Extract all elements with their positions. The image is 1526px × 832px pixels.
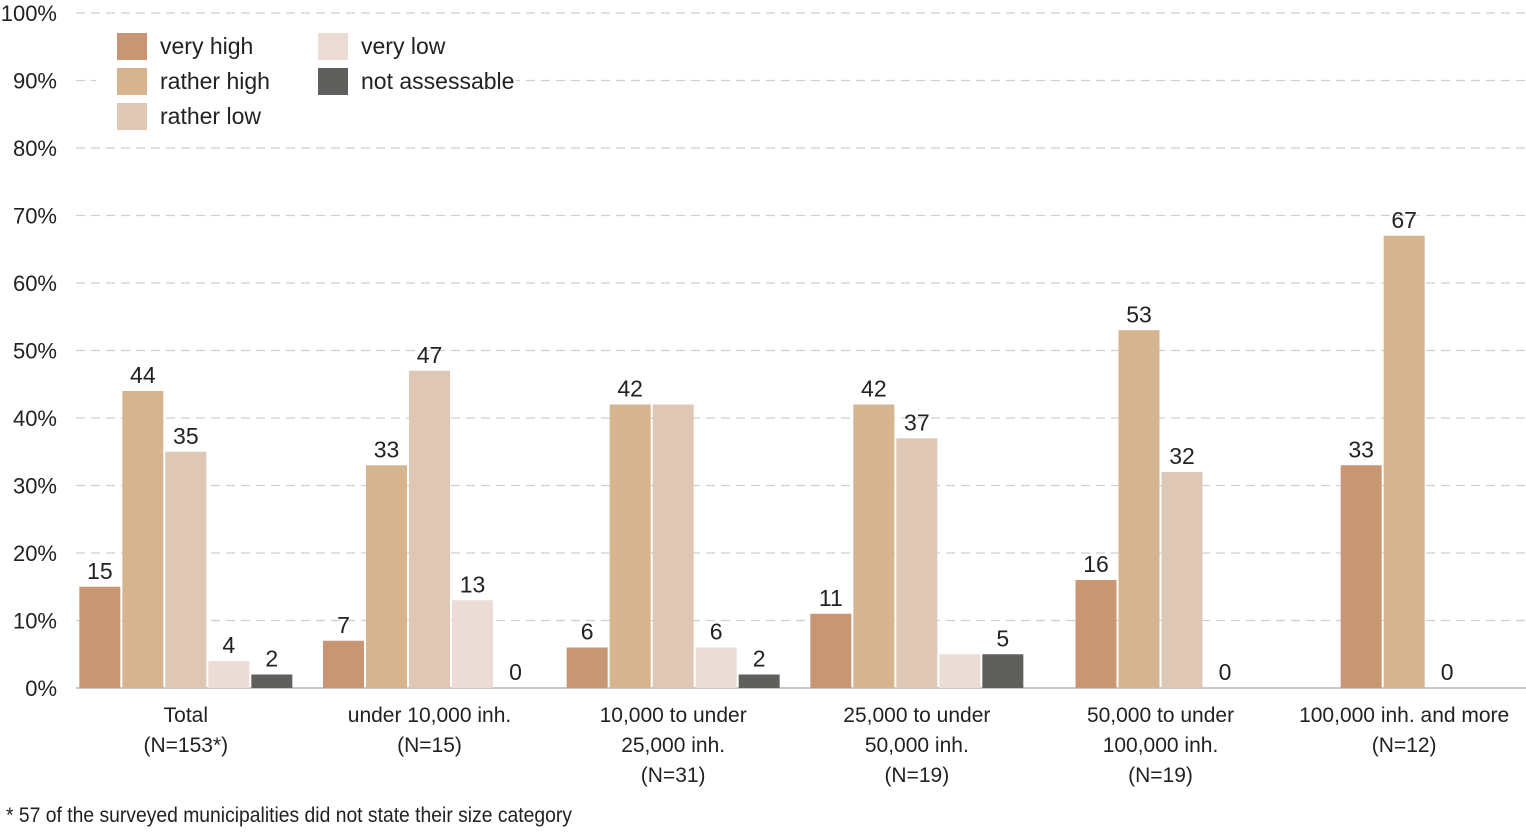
bar-rather-low-5 bbox=[1161, 472, 1203, 688]
data-label-rather-high-2: 33 bbox=[374, 436, 400, 462]
legend-background bbox=[96, 24, 516, 136]
data-label-very-high-5: 16 bbox=[1083, 551, 1109, 577]
y-tick-label: 20% bbox=[13, 541, 57, 566]
legend-label-not-assessable: not assessable bbox=[361, 68, 514, 94]
bar-very-high-1 bbox=[79, 586, 121, 688]
data-label-very-low-3: 6 bbox=[710, 619, 723, 645]
data-label-very-low-5: 0 bbox=[1219, 659, 1232, 685]
data-label-rather-high-3: 42 bbox=[617, 376, 643, 402]
legend: very high rather high rather low very low no… bbox=[96, 24, 516, 136]
legend-label-very-high: very high bbox=[160, 33, 253, 59]
data-label-rather-high-5: 53 bbox=[1126, 301, 1152, 327]
bar-very-high-2 bbox=[323, 640, 364, 688]
bar-rather-low-2 bbox=[409, 370, 450, 688]
x-axis: Total (N=153*) under 10,000 inh. (N=15) 10,0… bbox=[144, 704, 1510, 787]
data-label-very-high-3: 6 bbox=[581, 619, 594, 645]
bar-rather-high-5 bbox=[1118, 330, 1160, 688]
y-tick-label: 100% bbox=[1, 1, 57, 26]
x-category-label-4: (N=19) bbox=[884, 764, 949, 787]
data-label-rather-low-2: 47 bbox=[417, 342, 443, 368]
data-label-very-high-4: 11 bbox=[819, 585, 843, 611]
x-category-label-3: (N=31) bbox=[641, 764, 706, 787]
bar-rather-low-1 bbox=[165, 451, 207, 688]
data-label-not-assessable-3: 2 bbox=[753, 646, 766, 672]
bar-very-low-2 bbox=[452, 600, 493, 688]
legend-swatch-very-high bbox=[117, 33, 147, 60]
bar-very-low-4 bbox=[939, 654, 981, 688]
legend-swatch-rather-high bbox=[117, 68, 147, 95]
bar-rather-low-4 bbox=[896, 438, 938, 688]
y-tick-label: 10% bbox=[13, 609, 57, 634]
data-label-not-assessable-6: 0 bbox=[1441, 659, 1454, 685]
data-label-not-assessable-1: 2 bbox=[265, 646, 278, 672]
bar-not-assessable-3 bbox=[738, 674, 780, 688]
y-tick-label: 60% bbox=[13, 271, 57, 296]
legend-swatch-rather-low bbox=[117, 103, 147, 130]
data-label-very-low-1: 4 bbox=[222, 632, 235, 658]
bars bbox=[79, 235, 1425, 688]
y-tick-label: 80% bbox=[13, 136, 57, 161]
data-label-rather-low-5: 32 bbox=[1169, 443, 1195, 469]
x-category-label-3: 25,000 inh. bbox=[621, 734, 725, 757]
x-category-label-6: (N=12) bbox=[1372, 734, 1437, 757]
x-category-label-2: (N=15) bbox=[397, 734, 462, 757]
data-label-not-assessable-4: 5 bbox=[996, 625, 1009, 651]
x-category-label-5: (N=19) bbox=[1128, 764, 1193, 787]
bar-rather-high-3 bbox=[609, 404, 651, 688]
bar-chart: 0% 10% 20% 30% 40% 50% 60% 70% 80% 90% 100% 15 44 35… bbox=[1, 1, 1526, 787]
legend-swatch-very-low bbox=[318, 33, 348, 60]
data-label-not-assessable-2: 0 bbox=[509, 659, 522, 685]
data-label-very-high-1: 15 bbox=[87, 558, 113, 584]
x-category-label-4: 25,000 to under bbox=[843, 704, 990, 727]
data-label-rather-high-4: 42 bbox=[861, 376, 887, 402]
gridlines bbox=[76, 12, 1526, 689]
y-axis: 0% 10% 20% 30% 40% 50% 60% 70% 80% 90% 100% bbox=[1, 1, 57, 701]
bar-very-high-4 bbox=[810, 613, 852, 688]
bar-very-high-3 bbox=[566, 647, 608, 688]
y-tick-label: 70% bbox=[13, 204, 57, 229]
x-category-label-5: 100,000 inh. bbox=[1103, 734, 1219, 757]
bar-rather-high-4 bbox=[853, 404, 895, 688]
bar-rather-high-6 bbox=[1383, 235, 1425, 688]
data-label-rather-high-1: 44 bbox=[130, 362, 156, 388]
bar-rather-high-1 bbox=[122, 391, 164, 688]
data-label-very-high-2: 7 bbox=[337, 612, 350, 638]
bar-very-high-6 bbox=[1340, 465, 1382, 688]
y-tick-label: 0% bbox=[25, 676, 57, 701]
bar-very-high-5 bbox=[1075, 580, 1117, 688]
bar-very-low-3 bbox=[695, 647, 737, 688]
data-label-very-high-6: 33 bbox=[1348, 436, 1374, 462]
x-category-label-2: under 10,000 inh. bbox=[348, 704, 511, 727]
data-label-rather-low-4: 37 bbox=[904, 409, 930, 435]
data-label-rather-high-6: 67 bbox=[1391, 207, 1417, 233]
data-label-very-low-2: 13 bbox=[460, 571, 486, 597]
y-tick-label: 50% bbox=[13, 339, 57, 364]
x-category-label-1: (N=153*) bbox=[144, 734, 229, 757]
bar-rather-high-2 bbox=[366, 465, 407, 688]
legend-label-very-low: very low bbox=[361, 33, 446, 59]
y-tick-label: 30% bbox=[13, 474, 57, 499]
legend-label-rather-high: rather high bbox=[160, 68, 270, 94]
x-category-label-4: 50,000 inh. bbox=[865, 734, 969, 757]
x-category-label-3: 10,000 to under bbox=[600, 704, 747, 727]
data-label-rather-low-1: 35 bbox=[173, 423, 199, 449]
y-tick-label: 40% bbox=[13, 406, 57, 431]
bar-rather-low-3 bbox=[652, 404, 694, 688]
bar-not-assessable-1 bbox=[251, 674, 293, 688]
bar-not-assessable-4 bbox=[982, 654, 1024, 688]
x-category-label-6: 100,000 inh. and more bbox=[1299, 704, 1509, 727]
y-tick-label: 90% bbox=[13, 69, 57, 94]
legend-label-rather-low: rather low bbox=[160, 103, 261, 129]
footnote: * 57 of the surveyed municipalities did … bbox=[6, 804, 572, 827]
x-category-label-5: 50,000 to under bbox=[1087, 704, 1234, 727]
bar-very-low-1 bbox=[208, 661, 250, 688]
x-category-label-1: Total bbox=[164, 704, 208, 727]
legend-swatch-not-assessable bbox=[318, 68, 348, 95]
